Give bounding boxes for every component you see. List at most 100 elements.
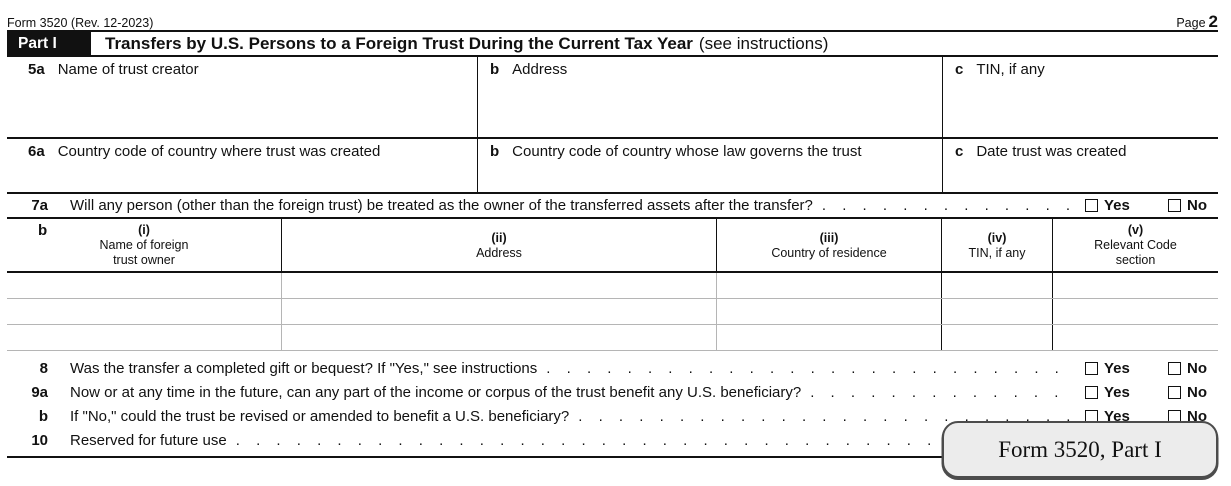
input-cell-code-section[interactable] — [1052, 273, 1218, 298]
question-8-yes: Yes — [1085, 360, 1168, 377]
question-9a-yes: Yes — [1085, 384, 1168, 401]
page-number: 2 — [1208, 12, 1218, 31]
line5b-number: b — [490, 61, 500, 78]
question-8-number: 8 — [39, 359, 48, 377]
col-v-label: Relevant Code section — [1094, 238, 1177, 267]
dot-leader: . . . . . . . . . . . . . . . . . . . . … — [546, 359, 1075, 377]
page-indicator: Page 2 — [1176, 13, 1218, 30]
no-checkbox[interactable] — [1168, 199, 1181, 212]
line6-row: 6a Country code of country where trust wa… — [7, 139, 1218, 194]
yes-checkbox[interactable] — [1085, 199, 1098, 212]
form-page: Form 3520 (Rev. 12-2023) Page 2 Part I T… — [7, 13, 1218, 458]
line5b-label: Address — [512, 61, 568, 78]
question-9b-yes: Yes — [1085, 408, 1168, 425]
question-9a-no: No — [1168, 384, 1218, 401]
part1-title-text: Transfers by U.S. Persons to a Foreign T… — [105, 33, 693, 53]
input-cell-owner-name[interactable] — [7, 325, 281, 350]
no-checkbox[interactable] — [1168, 385, 1181, 399]
header-cell-tin: (iv) TIN, if any — [941, 219, 1052, 271]
col-ii-label: Address — [476, 245, 522, 260]
line7b-number: b — [38, 222, 48, 239]
field-6c-date-created[interactable]: c Date trust was created — [942, 139, 1218, 192]
question-8-text: Was the transfer a completed gift or beq… — [70, 359, 538, 377]
question-9b-no: No — [1168, 408, 1218, 425]
dot-leader: . . . . . . . . . . . . . . . . . . . . … — [810, 383, 1075, 401]
yes-checkbox[interactable] — [1085, 361, 1098, 375]
input-cell-country[interactable] — [716, 325, 941, 350]
col-iv-label: TIN, if any — [968, 245, 1026, 260]
no-label: No — [1187, 407, 1207, 425]
input-cell-tin[interactable] — [941, 325, 1052, 350]
field-6a-country-created[interactable]: 6a Country code of country where trust wa… — [7, 139, 477, 192]
field-6b-country-law[interactable]: b Country code of country whose law gover… — [477, 139, 942, 192]
line5a-number: 5a — [28, 61, 45, 78]
callout-text: Form 3520, Part I — [998, 436, 1162, 462]
field-5b-address[interactable]: b Address — [477, 57, 942, 137]
input-cell-tin[interactable] — [941, 299, 1052, 324]
header-cell-country: (iii) Country of residence — [716, 219, 941, 271]
col-i-tag: (i) — [138, 223, 150, 237]
no-checkbox[interactable] — [1168, 361, 1181, 375]
line5-row: 5a Name of trust creator b Address c TIN, i… — [7, 57, 1218, 139]
line5c-number: c — [955, 61, 964, 78]
input-cell-owner-name[interactable] — [7, 299, 281, 324]
dot-leader: . . . . . . . . . . . . . . . . . . . . … — [578, 407, 1075, 425]
header-cell-code-section: (v) Relevant Code section — [1052, 219, 1218, 271]
question-8-row: 8 Was the transfer a completed gift or b… — [7, 356, 1218, 380]
question-8-no: No — [1168, 360, 1218, 377]
input-cell-address[interactable] — [281, 299, 716, 324]
question-7a-text: Will any person (other than the foreign … — [70, 197, 813, 214]
yes-label: Yes — [1104, 359, 1130, 377]
owner-table-body — [7, 273, 1218, 351]
question-10-text: Reserved for future use — [70, 431, 227, 449]
col-v-tag: (v) — [1127, 223, 1144, 237]
col-i-label: Name of foreign trust owner — [99, 238, 189, 267]
line6b-label: Country code of country whose law govern… — [512, 143, 862, 160]
question-9a-text: Now or at any time in the future, can an… — [70, 383, 802, 401]
input-cell-owner-name[interactable] — [7, 273, 281, 298]
yes-checkbox[interactable] — [1085, 385, 1098, 399]
line6c-number: c — [955, 143, 964, 160]
question-9a-number: 9a — [31, 383, 48, 401]
col-iii-tag: (iii) — [819, 230, 839, 245]
input-cell-code-section[interactable] — [1052, 325, 1218, 350]
question-9b-number: b — [38, 407, 48, 425]
question-9a-row: 9a Now or at any time in the future, can… — [7, 380, 1218, 404]
yes-label: Yes — [1104, 383, 1130, 401]
input-cell-country[interactable] — [716, 299, 941, 324]
question-7a-yes: Yes — [1085, 197, 1168, 214]
field-5c-tin[interactable]: c TIN, if any — [942, 57, 1218, 137]
col-iv-tag: (iv) — [987, 230, 1007, 245]
owner-table-header: b (i) Name of foreign trust owner (ii) A… — [7, 219, 1218, 273]
part1-title: Transfers by U.S. Persons to a Foreign T… — [91, 32, 828, 55]
header-cell-owner-name: b (i) Name of foreign trust owner — [7, 219, 281, 271]
line6a-number: 6a — [28, 143, 45, 160]
question-9b-row: b If "No," could the trust be revised or… — [7, 404, 1218, 428]
col-ii-tag: (ii) — [491, 230, 507, 245]
input-cell-code-section[interactable] — [1052, 299, 1218, 324]
input-cell-address[interactable] — [281, 273, 716, 298]
line6b-number: b — [490, 143, 500, 160]
form-revision-label: Form 3520 (Rev. 12-2023) — [7, 16, 154, 30]
line6a-label: Country code of country where trust was … — [57, 143, 381, 160]
yes-label: Yes — [1104, 407, 1130, 425]
question-10-number: 10 — [31, 431, 48, 449]
no-label: No — [1187, 197, 1207, 214]
input-cell-address[interactable] — [281, 325, 716, 350]
question-7a-row: 7a Will any person (other than the forei… — [7, 194, 1218, 219]
col-iii-label: Country of residence — [771, 245, 887, 260]
owner-table-row — [7, 325, 1218, 351]
input-cell-country[interactable] — [716, 273, 941, 298]
question-9b-text: If "No," could the trust be revised or a… — [70, 407, 570, 425]
part1-label: Part I — [7, 32, 91, 55]
part1-subtitle: (see instructions) — [698, 33, 829, 53]
field-5a-trust-creator-name[interactable]: 5a Name of trust creator — [7, 57, 477, 137]
no-label: No — [1187, 383, 1207, 401]
line5c-label: TIN, if any — [976, 61, 1045, 78]
input-cell-tin[interactable] — [941, 273, 1052, 298]
dot-leader: . . . . . . . . . . . . . . . . . . . . … — [821, 197, 1075, 214]
yes-label: Yes — [1104, 197, 1130, 214]
owner-table-row — [7, 299, 1218, 325]
part1-header-bar: Part I Transfers by U.S. Persons to a Fo… — [7, 30, 1218, 57]
question-7a-no: No — [1168, 197, 1218, 214]
